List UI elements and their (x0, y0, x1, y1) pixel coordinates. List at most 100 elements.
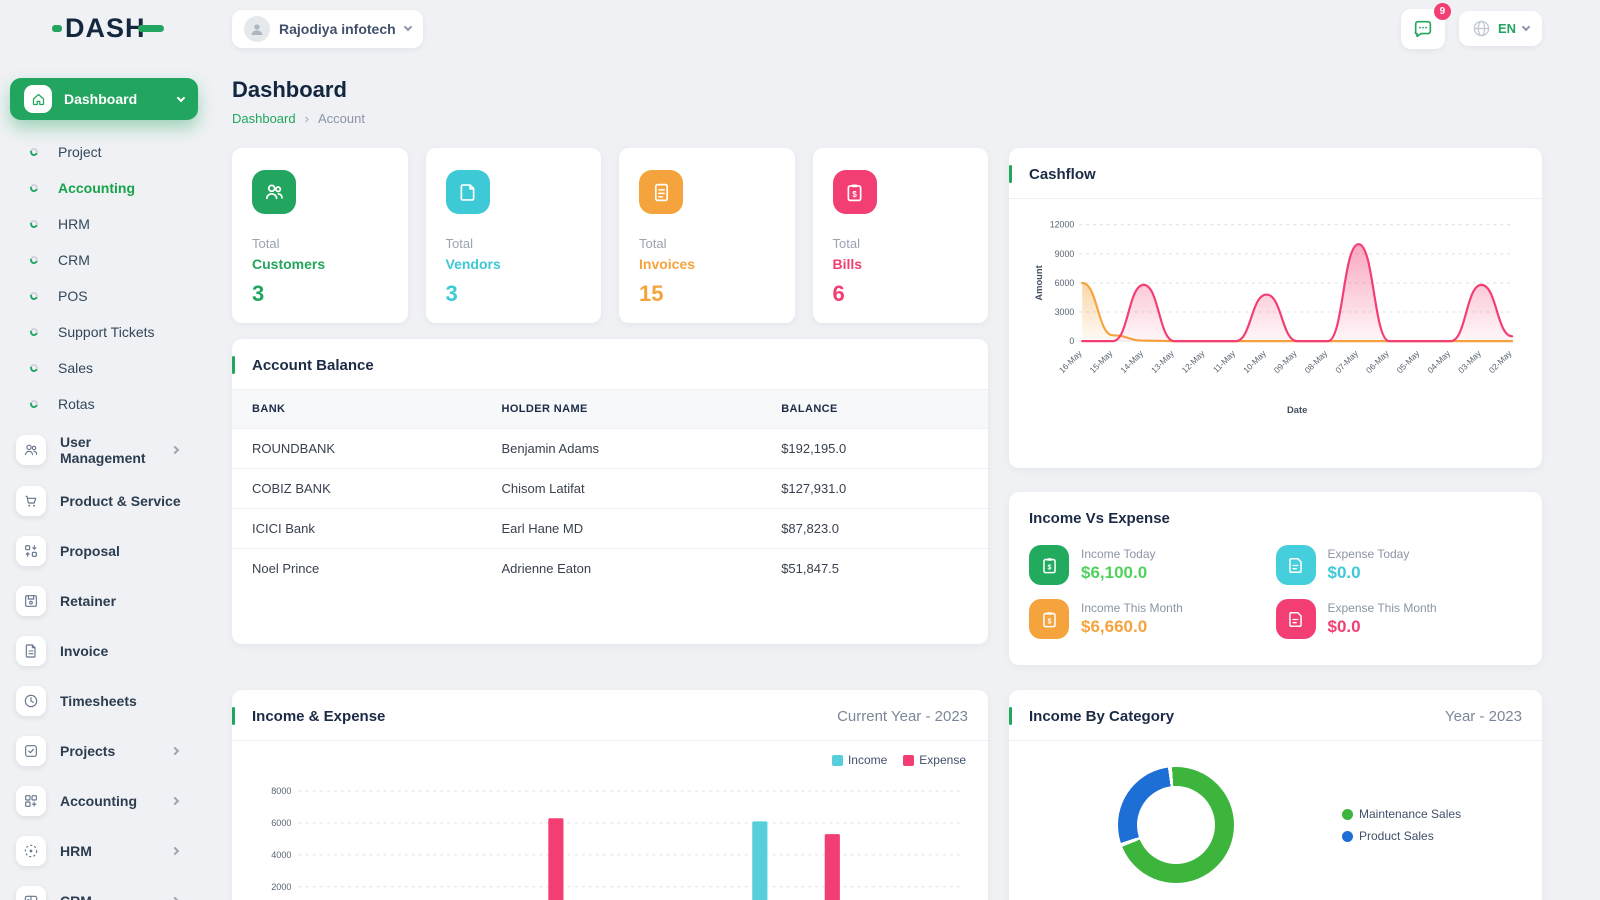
ive-value: $6,660.0 (1081, 617, 1148, 636)
account-balance-title: Account Balance (252, 356, 374, 374)
cart-icon (25, 495, 37, 507)
svg-text:0: 0 (1069, 336, 1074, 346)
sidebar-item-hrm[interactable]: HRM (0, 206, 212, 242)
svg-text:$: $ (1047, 563, 1051, 571)
stat-value: 15 (639, 281, 664, 306)
grid-plus-icon (25, 795, 37, 807)
messages-button[interactable]: 9 (1400, 2, 1451, 49)
bullet-icon (28, 182, 40, 194)
svg-text:03-May: 03-May (1456, 348, 1483, 375)
clipboard-dollar-icon: $ (1042, 557, 1056, 573)
ive-item: Expense Today $0.0 (1275, 545, 1523, 585)
svg-text:12-May: 12-May (1180, 348, 1207, 375)
breadcrumb-dashboard[interactable]: Dashboard (232, 111, 296, 126)
sidebar-item-user-management[interactable]: User Management (0, 426, 212, 474)
svg-text:6000: 6000 (271, 818, 291, 828)
sidebar-item-pos[interactable]: POS (0, 278, 212, 314)
chevron-down-icon (1521, 22, 1531, 32)
svg-text:4000: 4000 (271, 850, 291, 860)
column-holder-name: HOLDER NAME (501, 403, 588, 415)
sidebar-item-retainer[interactable]: Retainer (0, 578, 212, 624)
document-icon (654, 183, 668, 201)
logo: DASH (0, 13, 232, 44)
svg-text:07-May: 07-May (1333, 348, 1360, 375)
svg-text:2000: 2000 (271, 882, 291, 892)
chat-icon (1414, 20, 1432, 37)
income-expense-card: Income & Expense Current Year - 2023 Inc… (232, 690, 988, 900)
account-balance-card: Account Balance BANK HOLDER NAME BALANCE… (232, 339, 988, 644)
file-icon (1289, 557, 1302, 573)
logo-text: DASH (65, 13, 146, 43)
income-by-category-title: Income By Category (1029, 707, 1175, 725)
company-dropdown[interactable]: Rajodiya infotech (232, 9, 423, 48)
column-balance: BALANCE (781, 403, 838, 415)
sidebar-item-support-tickets[interactable]: Support Tickets (0, 314, 212, 350)
svg-text:Amount: Amount (1034, 265, 1044, 300)
sidebar-item-projects[interactable]: Projects (0, 728, 212, 774)
sidebar-item-accounting-group[interactable]: Accounting (0, 778, 212, 824)
sidebar-item-timesheets[interactable]: Timesheets (0, 678, 212, 724)
sidebar-item-project[interactable]: Project (0, 134, 212, 170)
chevron-right-icon (170, 445, 180, 455)
column-bank: BANK (252, 403, 286, 415)
income-vs-expense-card: Income Vs Expense $ Income Today $6,100.0… (1009, 492, 1542, 665)
income-expense-chart: 02000400060008000 (271, 786, 962, 900)
sidebar-item-crm-group[interactable]: CRM (0, 878, 212, 900)
sidebar-item-sales[interactable]: Sales (0, 350, 212, 386)
company-name: Rajodiya infotech (279, 20, 396, 37)
file-invoice-icon (25, 644, 36, 658)
cashflow-card: Cashflow 0 3000 6000 9000 12000 16-May 15-May 1… (1009, 148, 1542, 468)
income-by-category-card: Income By Category Year - 2023 Maintenan… (1009, 690, 1542, 900)
globe-icon (1473, 20, 1490, 37)
sidebar-item-rotas[interactable]: Rotas (0, 386, 212, 422)
svg-text:$: $ (1047, 617, 1051, 625)
stat-value: 3 (252, 281, 265, 306)
clipboard-dollar-icon: $ (1042, 611, 1056, 627)
person-icon (251, 23, 263, 35)
messages-badge: 9 (1433, 2, 1451, 20)
stat-card: Total Customers 3 (232, 148, 408, 323)
income-vs-expense-title: Income Vs Expense (1029, 510, 1170, 527)
ive-value: $6,100.0 (1081, 563, 1148, 582)
bullet-icon (28, 326, 40, 338)
ive-value: $0.0 (1327, 563, 1361, 582)
clipboard-dollar-icon: $ (847, 183, 862, 201)
swap-grid-icon (25, 545, 37, 557)
sidebar-item-hrm-group[interactable]: HRM (0, 828, 212, 874)
ive-item: $ Income This Month $6,660.0 (1029, 599, 1276, 639)
donut-legend-item: Product Sales (1342, 829, 1512, 843)
sidebar-item-proposal[interactable]: Proposal (0, 528, 212, 574)
expense-legend-swatch (903, 754, 915, 766)
stat-card: Total Invoices 15 (619, 148, 795, 323)
sidebar-item-invoice[interactable]: Invoice (0, 628, 212, 674)
donut-legend: Maintenance Sales Product Sales (1342, 807, 1512, 843)
save-icon (25, 595, 37, 607)
svg-text:05-May: 05-May (1395, 348, 1422, 375)
account-balance-table: BANK HOLDER NAME BALANCE ROUNDBANK Benjam… (232, 390, 988, 588)
stat-card: Total Vendors 3 (425, 148, 601, 323)
table-row: ICICI Bank Earl Hane MD $87,823.0 (232, 508, 988, 549)
main-content: Dashboard Dashboard › Account Total Cust… (212, 57, 1600, 900)
cashflow-chart: 0 3000 6000 9000 12000 16-May 15-May 14-May 13-M… (1034, 220, 1514, 415)
svg-text:3000: 3000 (1055, 307, 1075, 317)
ive-item: Expense This Month $0.0 (1275, 599, 1523, 639)
stat-value: 6 (832, 281, 845, 306)
donut-legend-item: Maintenance Sales (1342, 807, 1512, 821)
sidebar-item-crm[interactable]: CRM (0, 242, 212, 278)
language-dropdown[interactable]: EN (1458, 11, 1542, 46)
svg-text:$: $ (852, 189, 857, 198)
chevron-down-icon (403, 22, 412, 32)
sidebar-item-dashboard[interactable]: Dashboard (10, 78, 198, 120)
table-row: ROUNDBANK Benjamin Adams $192,195.0 (232, 428, 988, 469)
bar-legend-item: Income (831, 753, 887, 767)
sidebar-item-accounting[interactable]: Accounting (0, 170, 212, 206)
svg-text:15-May: 15-May (1088, 348, 1115, 375)
svg-text:13-May: 13-May (1149, 348, 1176, 375)
ive-value: $0.0 (1327, 617, 1361, 636)
bullet-icon (28, 398, 40, 410)
svg-text:11-May: 11-May (1211, 348, 1238, 375)
avatar (244, 15, 270, 42)
sidebar-item-product-service[interactable]: Product & Service (0, 478, 212, 524)
clock-icon (24, 694, 38, 708)
breadcrumb: Dashboard › Account (232, 111, 1542, 126)
